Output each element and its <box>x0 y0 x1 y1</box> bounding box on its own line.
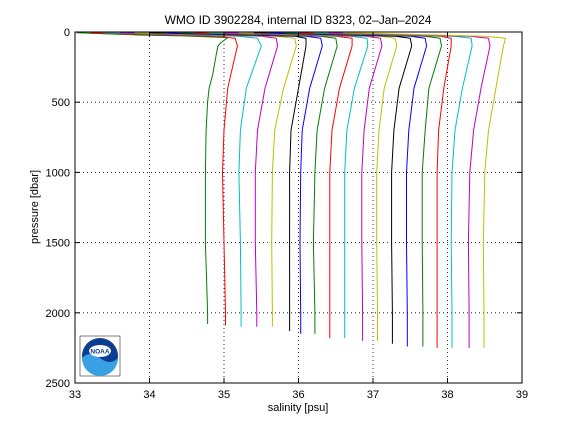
profile-line-14 <box>268 32 428 347</box>
profile-line-10 <box>209 32 369 339</box>
profile-line-18 <box>328 32 491 348</box>
profile-line-12 <box>238 32 398 341</box>
profile-line-3 <box>104 32 262 327</box>
x-axis-label: salinity [psu] <box>268 402 329 414</box>
x-tick-label: 39 <box>516 389 528 401</box>
chart-title: WMO ID 3902284, internal ID 8323, 02–Jan… <box>165 13 432 27</box>
series-group <box>76 32 507 348</box>
profile-line-19 <box>343 32 507 348</box>
profile-line-1 <box>76 32 229 324</box>
profile-line-5 <box>134 32 297 327</box>
noaa-logo-text: NOAA <box>90 349 109 356</box>
profile-line-4 <box>119 32 279 327</box>
y-tick-label: 1500 <box>46 238 70 250</box>
profile-line-11 <box>223 32 383 341</box>
y-axis-label: pressure [dbar] <box>29 170 41 244</box>
x-tick-label: 37 <box>367 389 379 401</box>
profile-line-8 <box>179 32 338 334</box>
y-tick-label: 2500 <box>46 378 70 390</box>
profile-line-9 <box>194 32 353 339</box>
profile-line-13 <box>253 32 413 344</box>
axis-ticks: 33 34 35 36 37 38 39 0 500 1000 1500 2000 2500 <box>46 27 529 401</box>
profile-line-6 <box>149 32 307 332</box>
x-tick-label: 38 <box>441 389 453 401</box>
profile-line-2 <box>89 32 238 326</box>
x-tick-label: 36 <box>292 389 304 401</box>
profile-line-16 <box>298 32 452 348</box>
y-tick-label: 1000 <box>46 167 70 179</box>
y-tick-label: 500 <box>52 97 70 109</box>
y-tick-label: 2000 <box>46 308 70 320</box>
x-tick-label: 35 <box>218 389 230 401</box>
y-tick-label: 0 <box>64 27 70 39</box>
grid-lines <box>75 32 522 383</box>
noaa-logo: NOAA <box>79 335 121 377</box>
x-tick-label: 33 <box>69 389 81 401</box>
x-tick-label: 34 <box>143 389 155 401</box>
